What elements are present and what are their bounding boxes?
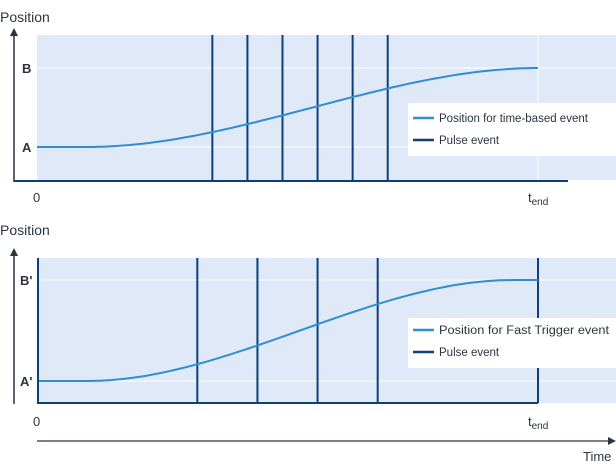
panel-bottom: Position B' A' 0 tend Position for Fast … <box>0 222 616 464</box>
x-tick-label-tend-top: tend <box>528 190 548 208</box>
y-tick-label-b-prime: B' <box>20 273 32 288</box>
y-tick-label-b: B <box>22 61 31 76</box>
legend-bottom: Position for Fast Trigger event Pulse ev… <box>408 318 616 368</box>
y-tick-label-a: A <box>22 140 32 155</box>
legend-label-pulse-bottom: Pulse event <box>439 347 500 359</box>
legend-top: Position for time-based event Pulse even… <box>408 103 616 156</box>
legend-box-top <box>408 103 616 156</box>
x-tick-label-zero-bottom: 0 <box>33 414 40 429</box>
t-letter-top: t <box>528 190 532 205</box>
panel-top: Position B A 0 tend Position for time-ba… <box>0 9 616 208</box>
legend-label-position-top: Position for time-based event <box>439 113 589 125</box>
time-axis-arrow <box>608 437 616 445</box>
t-letter-bottom: t <box>528 414 532 429</box>
legend-label-position-bottom: Position for Fast Trigger event <box>439 325 610 337</box>
x-tick-label-tend-bottom: tend <box>528 414 548 432</box>
y-axis-arrow-top <box>10 28 18 36</box>
end-subscript-bottom: end <box>532 421 549 432</box>
position-curve-top <box>37 67 538 148</box>
y-tick-label-a-prime: A' <box>20 374 32 389</box>
end-subscript-top: end <box>532 197 549 208</box>
legend-label-pulse-top: Pulse event <box>439 135 500 147</box>
x-tick-label-zero-top: 0 <box>33 190 40 205</box>
y-axis-label-top: Position <box>0 9 50 25</box>
legend-box-bottom <box>408 318 616 368</box>
y-axis-label-bottom: Position <box>0 222 50 238</box>
time-axis-label: Time <box>583 449 611 464</box>
pulse-lines-top <box>211 35 389 180</box>
y-axis-arrow-bottom <box>10 248 18 256</box>
position-curve-bottom <box>37 279 538 382</box>
